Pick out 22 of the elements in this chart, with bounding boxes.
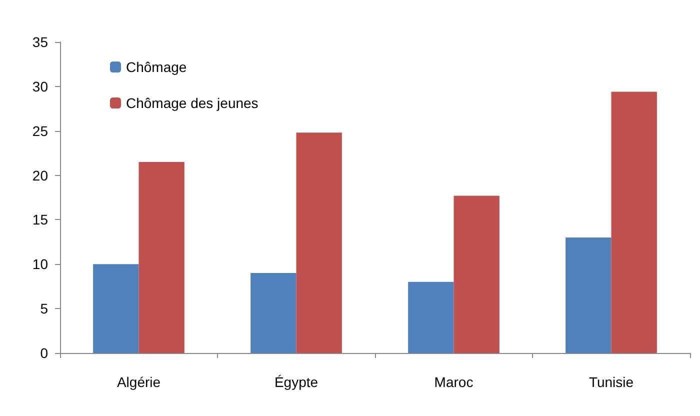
x-tick-label: Égypte bbox=[274, 374, 318, 390]
y-tick-label: 10 bbox=[32, 256, 48, 272]
bar bbox=[93, 264, 139, 353]
x-tick-label: Maroc bbox=[434, 374, 474, 390]
bar bbox=[408, 282, 454, 353]
y-tick-label: 15 bbox=[32, 212, 48, 228]
y-tick-label: 30 bbox=[32, 78, 48, 94]
bar bbox=[454, 196, 500, 353]
legend-label: Chômage des jeunes bbox=[126, 95, 258, 111]
y-tick-label: 35 bbox=[32, 34, 48, 50]
y-tick-label: 20 bbox=[32, 167, 48, 184]
x-tick-label: Tunisie bbox=[588, 374, 634, 390]
x-tick-label: Algérie bbox=[116, 374, 161, 390]
bar bbox=[566, 237, 612, 353]
y-tick-label: 25 bbox=[32, 122, 48, 139]
y-tick-label: 0 bbox=[40, 345, 48, 361]
bar bbox=[611, 92, 657, 353]
y-tick-label: 5 bbox=[40, 300, 48, 317]
bar bbox=[250, 273, 296, 353]
legend-label: Chômage bbox=[126, 59, 187, 75]
bar bbox=[296, 132, 342, 353]
bar bbox=[138, 162, 184, 353]
